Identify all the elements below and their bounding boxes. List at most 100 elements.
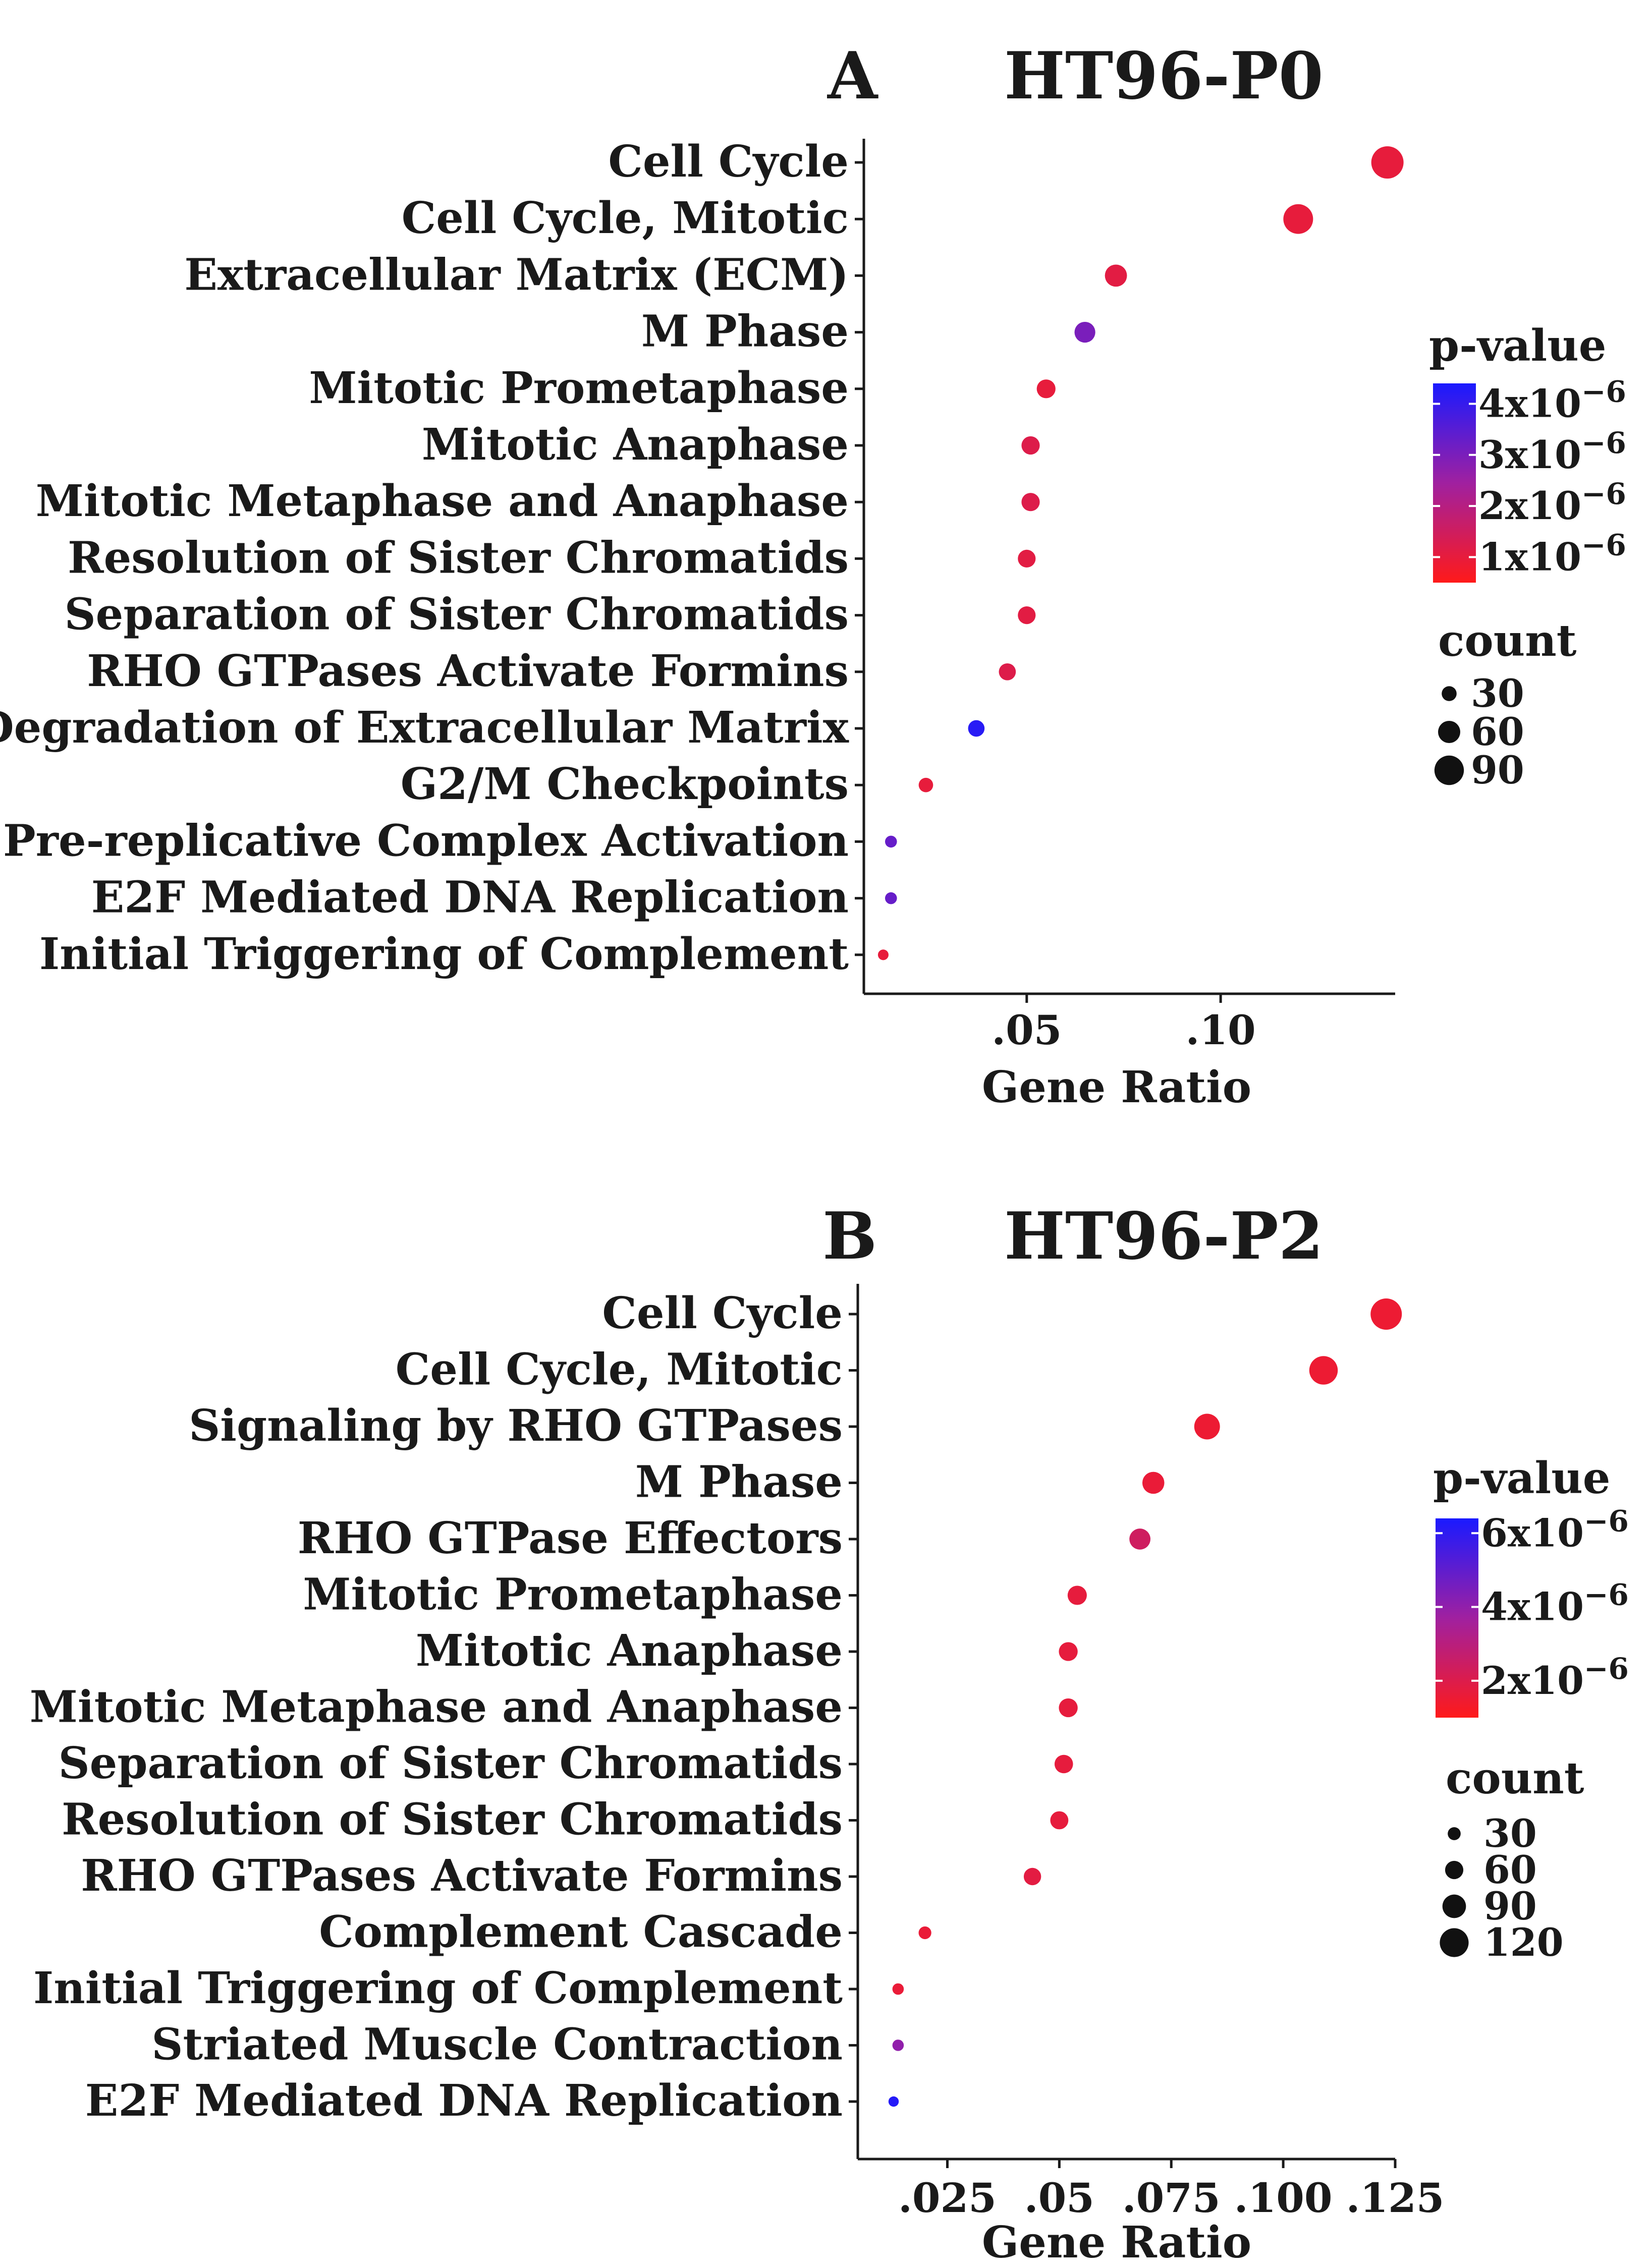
- size-legend-dot: [1442, 686, 1457, 701]
- y-tick-label: Mitotic Metaphase and Anaphase: [36, 476, 849, 527]
- y-tick-label: RHO GTPases Activate Formins: [81, 1850, 843, 1901]
- y-tick-label: Separation of Sister Chromatids: [59, 1738, 843, 1789]
- data-point: [1370, 1298, 1402, 1330]
- data-point: [1105, 264, 1127, 287]
- panel-title-a: HT96-P0: [1004, 38, 1324, 114]
- y-tick-label: Cell Cycle: [608, 136, 849, 187]
- data-point: [1018, 606, 1036, 625]
- data-point: [1018, 549, 1036, 568]
- x-tick-label: .075: [1122, 2174, 1221, 2222]
- data-point: [1021, 493, 1040, 512]
- data-point: [918, 777, 933, 792]
- data-point: [1283, 204, 1313, 234]
- y-tick-label: Signaling by RHO GTPases: [189, 1400, 843, 1451]
- x-axis-title-a: Gene Ratio: [982, 1062, 1251, 1113]
- size-legend-label: 30: [1483, 1811, 1537, 1856]
- y-tick-label: Mitotic Metaphase and Anaphase: [30, 1682, 843, 1733]
- data-point: [999, 663, 1016, 681]
- size-legend-dot: [1434, 755, 1464, 785]
- panel-title-b: HT96-P2: [1004, 1199, 1324, 1274]
- y-tick-label: E2F Mediated DNA Replication: [91, 872, 849, 923]
- size-legend-label: 90: [1483, 1884, 1537, 1929]
- color-legend-b: p-value 6x10−6 4x10−6 2x10−6: [1433, 1453, 1629, 1718]
- y-tick-label: M Phase: [641, 306, 849, 357]
- data-point: [1059, 1698, 1078, 1718]
- size-legend-label: 120: [1483, 1920, 1564, 1965]
- color-legend-title-a: p-value: [1429, 320, 1606, 371]
- size-legend-dot: [1442, 1894, 1466, 1918]
- x-tick-label: .025: [898, 2174, 997, 2222]
- y-tick-label: Complement Cascade: [319, 1907, 843, 1958]
- data-point: [892, 1983, 904, 1995]
- x-tick-label: .10: [1186, 1006, 1256, 1054]
- size-legend-label: 60: [1471, 709, 1524, 754]
- y-tick-label: Degradation of Extracellular Matrix: [0, 702, 849, 753]
- x-tick-label: .100: [1234, 2174, 1333, 2222]
- y-tick-label: Initial Triggering of Complement: [33, 1963, 843, 2014]
- plot-area-a: .05 .10 Cell Cycle Cell Cycle, MitoticExtra…: [0, 136, 1404, 1054]
- y-tick-label: Mitotic Anaphase: [416, 1625, 843, 1676]
- data-point: [885, 835, 897, 848]
- y-tick-label: RHO GTPases Activate Formins: [87, 646, 849, 697]
- y-tick-label: Cell Cycle, Mitotic: [402, 193, 849, 244]
- size-legend-label: 30: [1471, 671, 1524, 716]
- y-tick-label: E2F Mediated DNA Replication: [85, 2075, 843, 2126]
- data-point: [1142, 1471, 1165, 1494]
- color-tick-label: 2x10−6: [1481, 1652, 1629, 1703]
- data-point: [1036, 379, 1056, 399]
- data-point: [1054, 1754, 1073, 1774]
- data-point: [1371, 146, 1404, 179]
- y-tick-label: Resolution of Sister Chromatids: [68, 532, 849, 583]
- size-legend-dot: [1445, 1860, 1464, 1880]
- x-tick-label: .05: [1024, 2174, 1094, 2222]
- y-tick-label: Cell Cycle: [602, 1288, 843, 1339]
- data-point: [1074, 321, 1095, 343]
- data-point: [877, 949, 889, 960]
- size-legend-title-b: count: [1446, 1753, 1584, 1804]
- panel-letter-b: B: [822, 1199, 877, 1274]
- color-tick-label: 3x10−6: [1478, 426, 1626, 477]
- size-legend-title-a: count: [1438, 615, 1577, 666]
- data-point: [1129, 1528, 1151, 1550]
- y-tick-label: Separation of Sister Chromatids: [65, 589, 849, 640]
- y-tick-label: RHO GTPase Effectors: [298, 1513, 843, 1564]
- y-tick-label: Mitotic Anaphase: [422, 419, 849, 470]
- color-tick-label: 4x10−6: [1481, 1578, 1629, 1629]
- y-tick-label: Cell Cycle, Mitotic: [396, 1344, 843, 1395]
- data-point: [1194, 1413, 1220, 1440]
- color-legend-title-b: p-value: [1433, 1453, 1610, 1504]
- color-tick-label: 4x10−6: [1478, 375, 1626, 426]
- y-tick-label: Initial Triggering of Complement: [39, 929, 849, 980]
- y-tick-label: Mitotic Prometaphase: [303, 1569, 843, 1620]
- y-tick-label: Extracellular Matrix (ECM): [184, 249, 849, 300]
- size-legend-dot: [1440, 1928, 1469, 1957]
- panel-a: A HT96-P0 .05 .10 Cell Cycle Cell Cycle, Mi…: [0, 38, 1626, 1113]
- data-point: [918, 1926, 931, 1940]
- y-tick-label: G2/M Checkpoints: [401, 759, 849, 810]
- color-bar-b: [1436, 1518, 1478, 1718]
- x-axis-title-b: Gene Ratio: [982, 2217, 1251, 2268]
- y-tick-label: Striated Muscle Contraction: [151, 2019, 843, 2070]
- x-tick-label: .05: [992, 1006, 1062, 1054]
- data-point: [1050, 1811, 1069, 1830]
- x-tick-label: .125: [1346, 2174, 1445, 2222]
- data-point: [1059, 1642, 1078, 1661]
- y-tick-label: Resolution of Sister Chromatids: [62, 1794, 843, 1845]
- data-point: [1021, 436, 1040, 455]
- data-point: [888, 2096, 899, 2107]
- size-legend-dot: [1448, 1827, 1461, 1840]
- data-point: [968, 720, 985, 737]
- data-point: [892, 2039, 904, 2051]
- size-legend-label: 60: [1483, 1847, 1537, 1892]
- y-tick-label: Pre-replicative Complex Activation: [3, 815, 849, 866]
- data-point: [1023, 1867, 1041, 1886]
- color-tick-label: 6x10−6: [1481, 1504, 1629, 1555]
- color-tick-label: 2x10−6: [1478, 477, 1626, 528]
- size-legend-label: 90: [1471, 748, 1524, 792]
- y-tick-label: Mitotic Prometaphase: [309, 363, 849, 414]
